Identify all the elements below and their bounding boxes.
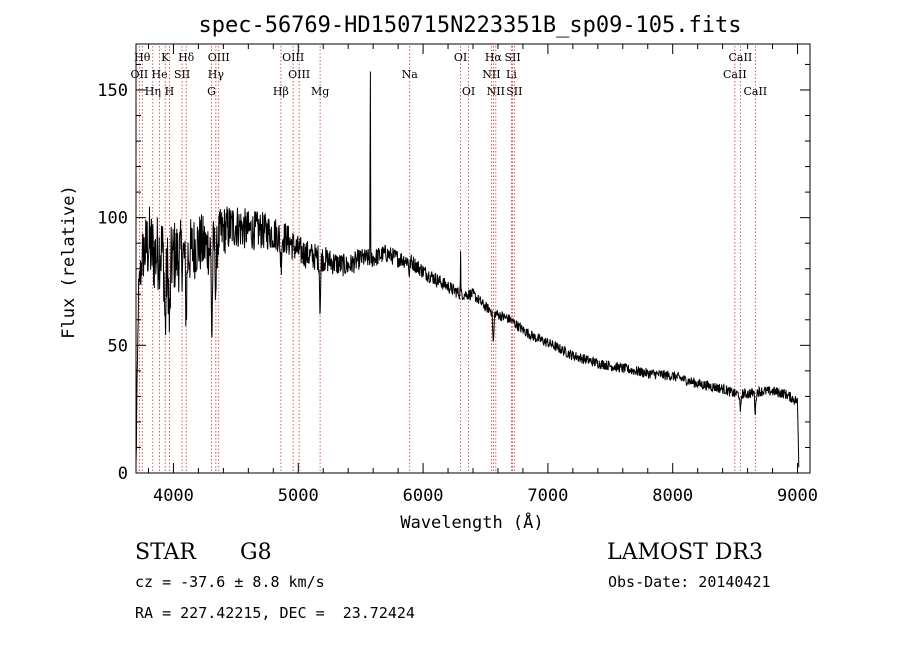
y-tick-label: 150 — [97, 81, 128, 101]
y-tick-label: 50 — [108, 336, 128, 356]
y-axis-ticks: 0 50 100 150 — [97, 63, 810, 484]
line-marker-label: NII — [487, 85, 505, 98]
line-marker-label: Li — [506, 68, 517, 81]
line-marker-label: OIII — [288, 68, 310, 81]
line-marker-label: OI — [454, 51, 467, 64]
y-tick-label: 0 — [118, 464, 128, 484]
line-marker-label: Na — [402, 68, 419, 81]
object-subclass: G8 — [240, 540, 272, 565]
line-marker-label: Hβ — [273, 85, 289, 98]
line-marker-label: K — [161, 51, 170, 64]
line-marker-label: G — [207, 85, 216, 98]
line-marker-label: OI — [462, 85, 475, 98]
survey-name: LAMOST DR3 — [607, 540, 763, 565]
line-marker-label: Hδ — [178, 51, 195, 64]
line-marker-group — [138, 46, 756, 473]
y-axis-label: Flux (relative) — [59, 185, 79, 339]
x-tick-label: 8000 — [652, 486, 693, 506]
observation-date: Obs-Date: 20140421 — [608, 573, 771, 591]
plot-frame — [135, 43, 811, 474]
spectrum-line — [135, 71, 800, 468]
coordinates: RA = 227.42215, DEC = 23.72424 — [135, 604, 415, 622]
line-marker-label: SII — [504, 51, 520, 64]
line-marker-label: OII — [131, 68, 149, 81]
line-marker-label: CaII — [723, 68, 747, 81]
line-marker-label: SII — [174, 68, 190, 81]
x-tick-label: 6000 — [403, 486, 444, 506]
y-tick-label: 100 — [97, 209, 128, 229]
line-marker-label: He — [152, 68, 168, 81]
x-tick-label: 9000 — [777, 486, 818, 506]
line-marker-label: SII — [506, 85, 522, 98]
line-marker-label: CaII — [729, 51, 753, 64]
x-axis-ticks: 4000 5000 6000 7000 8000 9000 — [147, 44, 818, 506]
line-marker-label: NII — [482, 68, 500, 81]
line-marker-label: Hη — [145, 85, 161, 98]
object-class: STAR — [135, 540, 196, 565]
x-tick-label: 7000 — [527, 486, 568, 506]
chart-title: spec-56769-HD150715N223351B_sp09-105.fit… — [198, 13, 741, 38]
line-marker-label: H — [165, 85, 175, 98]
line-marker-label: OIII — [208, 51, 230, 64]
line-marker-label: Mg — [311, 85, 329, 98]
x-tick-label: 4000 — [153, 486, 194, 506]
redshift-info: cz = -37.6 ± 8.8 km/s — [135, 573, 325, 591]
x-axis-label: Wavelength (Å) — [400, 511, 543, 533]
line-marker-label: Hα — [485, 51, 503, 64]
line-marker-label: OIII — [282, 51, 304, 64]
line-marker-label: Hθ — [134, 51, 151, 64]
x-tick-label: 5000 — [278, 486, 319, 506]
line-marker-label: CaII — [743, 85, 767, 98]
line-marker-label: Hγ — [208, 68, 225, 81]
